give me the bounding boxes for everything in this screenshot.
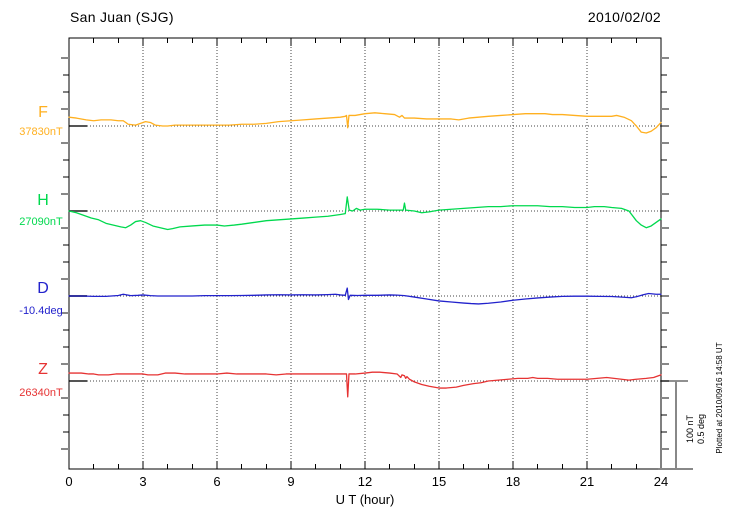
trace-z: [68, 371, 662, 398]
x-tick-label-15: 15: [431, 474, 447, 489]
x-tick-label-12: 12: [357, 474, 373, 489]
plot-date: 2010/02/02: [587, 9, 661, 25]
channel-label-z: Z: [38, 361, 48, 378]
x-tick-label-6: 6: [213, 474, 221, 489]
channel-baseline-h: 27090nT: [19, 216, 63, 228]
scale-bar-label-deg: 0.5 deg: [696, 413, 706, 445]
channel-label-d: D: [37, 280, 49, 297]
channel-baseline-d: -10.4deg: [19, 305, 63, 317]
channel-baseline-z: 26340nT: [19, 387, 63, 399]
x-tick-label-9: 9: [287, 474, 295, 489]
scale-bar-label: 100 nT 0.5 deg: [685, 384, 709, 474]
x-tick-label-24: 24: [653, 474, 669, 489]
channel-label-f: F: [38, 104, 48, 121]
channel-label-h: H: [37, 192, 49, 209]
trace-h: [68, 196, 662, 231]
x-tick-label-18: 18: [505, 474, 521, 489]
plot-title: San Juan (SJG): [70, 9, 174, 25]
plotted-at-note: Plotted at 2010/09/16 14:58 UT: [715, 342, 724, 454]
channel-baseline-f: 37830nT: [19, 126, 63, 138]
scale-bar-label-nt: 100 nT: [685, 414, 695, 444]
x-tick-label-0: 0: [65, 474, 73, 489]
x-tick-label-3: 3: [139, 474, 147, 489]
x-tick-label-21: 21: [579, 474, 595, 489]
x-axis-label: U T (hour): [335, 492, 395, 507]
trace-f: [68, 112, 662, 134]
trace-d: [68, 287, 662, 305]
